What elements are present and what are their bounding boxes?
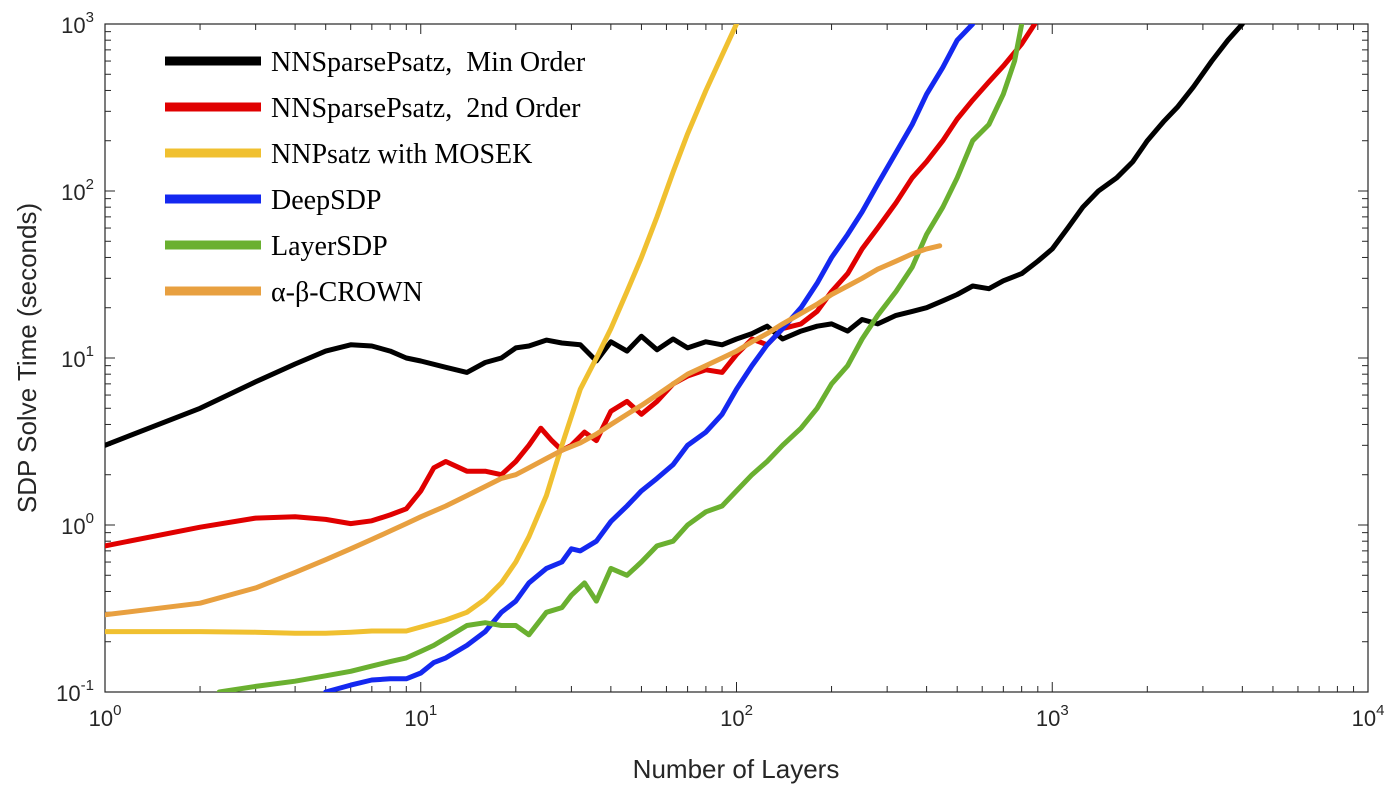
series-line-3 (323, 24, 976, 692)
series-line-0 (105, 24, 1245, 448)
tick-label-exponent: 1 (429, 702, 437, 719)
tick-label: 10-1 (56, 677, 94, 706)
tick-label-base: 10 (56, 681, 80, 706)
tick-label-exponent: -1 (81, 677, 94, 694)
y-axis-label: SDP Solve Time (seconds) (12, 203, 42, 513)
tick-label-exponent: 3 (86, 9, 94, 26)
tick-label-base: 10 (61, 347, 85, 372)
tick-label-base: 10 (61, 514, 85, 539)
legend: NNSparsePsatz, Min Order NNSparsePsatz, 2… (165, 47, 586, 308)
tick-label: 104 (1352, 702, 1385, 731)
legend-label-2: NNPsatz with MOSEK (271, 139, 532, 170)
tick-label-base: 10 (1036, 706, 1060, 731)
tick-label-exponent: 3 (1060, 702, 1068, 719)
tick-label-base: 10 (89, 706, 113, 731)
x-axis-label: Number of Layers (633, 754, 840, 784)
tick-label: 103 (1036, 702, 1069, 731)
tick-label-base: 10 (1352, 706, 1376, 731)
tick-label: 102 (720, 702, 753, 731)
legend-label-5: α-β-CROWN (271, 277, 423, 308)
tick-label: 102 (61, 176, 94, 205)
legend-label-3: DeepSDP (271, 185, 381, 216)
tick-label-base: 10 (720, 706, 744, 731)
tick-label: 101 (404, 702, 437, 731)
tick-label: 100 (89, 702, 122, 731)
tick-label-base: 10 (404, 706, 428, 731)
tick-label-exponent: 4 (1376, 702, 1384, 719)
series-line-5 (105, 243, 943, 618)
tick-label-exponent: 1 (86, 343, 94, 360)
tick-label-base: 10 (61, 13, 85, 38)
legend-label-0: NNSparsePsatz, Min Order (271, 47, 586, 78)
series-lines (105, 24, 1245, 692)
tick-label-exponent: 2 (745, 702, 753, 719)
tick-label: 103 (61, 9, 94, 38)
series-line-2 (105, 24, 739, 636)
series-line-4 (216, 24, 1025, 692)
legend-label-1: NNSparsePsatz, 2nd Order (271, 93, 581, 124)
legend-label-4: LayerSDP (271, 231, 388, 262)
series-line-1 (105, 24, 1038, 549)
tick-label-exponent: 0 (113, 702, 121, 719)
tick-label-base: 10 (61, 180, 85, 205)
tick-label: 100 (61, 510, 94, 539)
tick-label-exponent: 0 (86, 510, 94, 527)
tick-label-exponent: 2 (86, 176, 94, 193)
tick-label: 101 (61, 343, 94, 372)
